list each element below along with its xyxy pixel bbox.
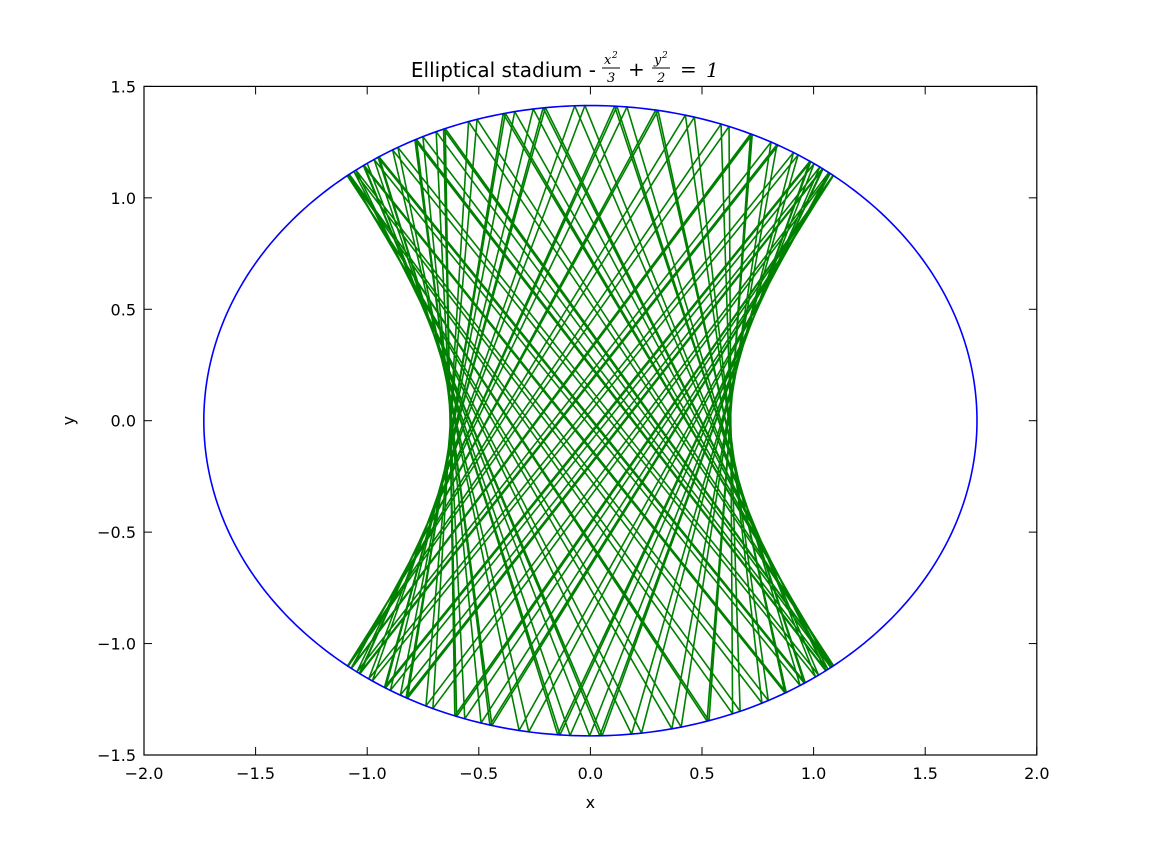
axes-frame (143, 85, 1038, 756)
title-y-numerator: y (653, 53, 662, 68)
x-tick-label: 0.0 (578, 764, 603, 783)
title-x-denominator: 3 (607, 71, 615, 86)
ellipse-boundary-line (203, 104, 978, 737)
chart-title-text: Elliptical stadium - (411, 58, 596, 82)
title-y-denominator: 2 (656, 71, 665, 86)
x-axis-label: x (586, 793, 595, 812)
y-tick-labels: −1.5 −1.0 −0.5 0.0 0.5 1.0 1.5 (97, 77, 136, 765)
y-tick-label: 1.5 (111, 77, 136, 96)
plot-area (203, 104, 978, 737)
y-tick-label: 0.0 (111, 412, 136, 431)
x-tick-label: −2.0 (125, 764, 164, 783)
x-tick-label: 2.0 (1024, 764, 1049, 783)
title-x-exponent: 2 (611, 51, 618, 61)
y-tick-label: −1.5 (97, 746, 136, 765)
y-tick-label: −1.0 (97, 635, 136, 654)
y-axis-label: y (59, 416, 78, 425)
x-tick-label: −0.5 (459, 764, 498, 783)
chart-title: Elliptical stadium - x 2 3 + y 2 2 = 1 (411, 51, 719, 86)
y-tick-label: 1.0 (111, 189, 136, 208)
x-tick-label: −1.0 (348, 764, 387, 783)
title-equals: = (680, 57, 697, 81)
x-tick-label: 1.5 (912, 764, 937, 783)
x-tick-labels: −2.0 −1.5 −1.0 −0.5 0.0 0.5 1.0 1.5 2.0 (125, 764, 1050, 783)
y-tick-label: 0.5 (111, 300, 136, 319)
x-tick-label: 1.0 (801, 764, 826, 783)
x-tick-label: −1.5 (236, 764, 275, 783)
title-plus: + (628, 57, 645, 81)
title-rhs: 1 (706, 58, 719, 82)
title-x-numerator: x (604, 53, 612, 68)
chart-title-equation: x 2 3 + y 2 2 = 1 (602, 51, 719, 86)
y-tick-label: −0.5 (97, 523, 136, 542)
x-tick-label: 0.5 (689, 764, 714, 783)
title-y-exponent: 2 (661, 51, 668, 61)
